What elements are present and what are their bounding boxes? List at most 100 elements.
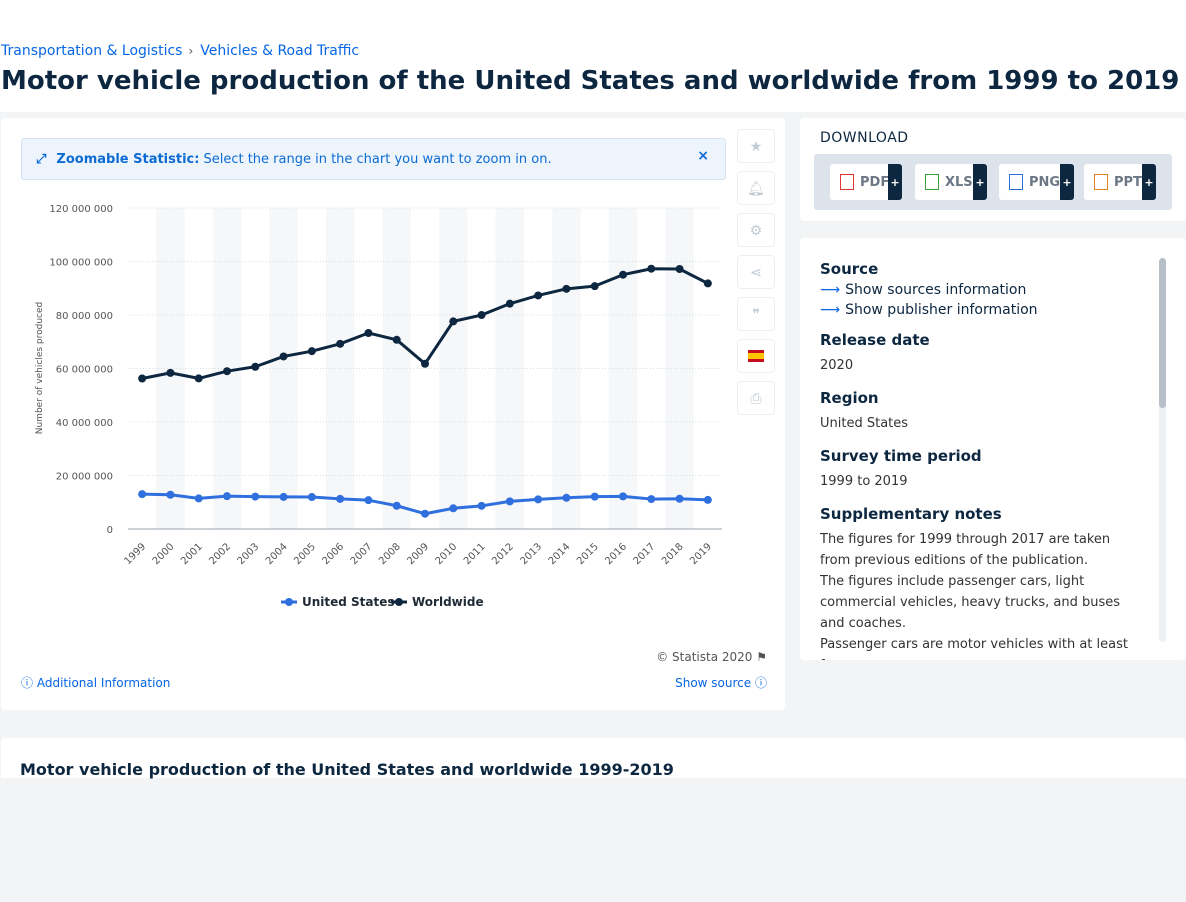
data-point xyxy=(307,347,316,356)
breadcrumb-link-transportation[interactable]: Transportation & Logistics xyxy=(1,43,183,59)
download-png-button[interactable]: PNG + xyxy=(999,164,1074,200)
data-point xyxy=(138,490,147,499)
region-value: United States xyxy=(820,416,909,431)
x-tick-label: 2015 xyxy=(575,541,601,567)
download-xls-button[interactable]: XLS + xyxy=(915,164,987,200)
survey-period-heading: Survey time period xyxy=(820,447,982,465)
data-table-card: Motor vehicle production of the United S… xyxy=(1,738,1186,779)
download-png-label: PNG xyxy=(1029,174,1061,190)
cite-button[interactable]: ❞ xyxy=(738,298,774,330)
data-point xyxy=(647,264,656,273)
data-point xyxy=(703,495,712,504)
language-button[interactable] xyxy=(738,340,774,372)
data-point xyxy=(562,284,571,293)
data-point xyxy=(562,493,571,502)
show-source-link[interactable]: Show source ⓘ xyxy=(675,674,767,691)
plus-icon: + xyxy=(888,164,902,200)
download-pdf-label: PDF xyxy=(860,174,890,190)
scrollbar-thumb[interactable] xyxy=(1159,258,1166,408)
data-point xyxy=(336,494,345,503)
data-point xyxy=(364,329,373,338)
quote-icon: ❞ xyxy=(752,305,760,322)
additional-info-label: Additional Information xyxy=(36,676,171,690)
xls-file-icon xyxy=(925,174,939,190)
chart-toolbar: ★ 🔔︎ ⚙ ⋖ ❞ ⎙ xyxy=(738,130,774,424)
show-publisher-label: Show publisher information xyxy=(845,302,1038,318)
flag-icon[interactable]: ⚑ xyxy=(756,650,767,664)
breadcrumb-separator: › xyxy=(188,44,194,58)
settings-button[interactable]: ⚙ xyxy=(738,214,774,246)
plus-icon: + xyxy=(973,164,987,200)
show-sources-link[interactable]: ⟶ Show sources information xyxy=(820,282,1138,298)
x-tick-label: 2019 xyxy=(688,541,714,567)
info-scrollbar[interactable] xyxy=(1159,258,1166,642)
x-tick-label: 1999 xyxy=(122,541,148,567)
png-file-icon xyxy=(1009,174,1023,190)
zoom-banner: ⤢ Zoomable Statistic: Select the range i… xyxy=(21,138,726,180)
x-tick-label: 2006 xyxy=(320,541,346,567)
x-tick-label: 2004 xyxy=(264,541,290,567)
x-tick-label: 2017 xyxy=(632,541,658,567)
region-heading: Region xyxy=(820,389,879,407)
data-point xyxy=(505,497,514,506)
plus-icon: + xyxy=(1060,164,1074,200)
legend-label: Worldwide xyxy=(412,595,484,609)
show-publisher-link[interactable]: ⟶ Show publisher information xyxy=(820,302,1138,318)
download-xls-label: XLS xyxy=(945,174,973,190)
source-heading: Source xyxy=(820,260,879,278)
data-point xyxy=(194,494,203,503)
data-point xyxy=(251,492,260,501)
ppt-file-icon xyxy=(1094,174,1108,190)
data-point xyxy=(307,493,316,502)
data-point xyxy=(619,270,627,279)
close-icon[interactable]: × xyxy=(697,148,709,164)
x-tick-label: 2005 xyxy=(292,541,318,567)
y-tick-label: 40 000 000 xyxy=(56,418,113,429)
data-point xyxy=(590,282,599,291)
data-point xyxy=(449,504,458,513)
copyright: © Statista 2020 ⚑ xyxy=(656,650,767,664)
page-title: Motor vehicle production of the United S… xyxy=(1,66,1180,96)
favorite-button[interactable]: ★ xyxy=(738,130,774,162)
x-tick-label: 2012 xyxy=(490,541,516,567)
print-button[interactable]: ⎙ xyxy=(738,382,774,414)
arrow-right-icon: ⟶ xyxy=(820,302,841,318)
y-tick-label: 20 000 000 xyxy=(56,472,113,483)
y-tick-label: 100 000 000 xyxy=(49,258,113,269)
y-tick-label: 120 000 000 xyxy=(49,204,113,215)
data-point xyxy=(336,339,345,348)
breadcrumb: Transportation & Logistics › Vehicles & … xyxy=(1,43,359,59)
data-point xyxy=(590,492,599,501)
plot-band xyxy=(269,208,298,529)
pdf-file-icon xyxy=(840,174,854,190)
additional-info-link[interactable]: ⓘ Additional Information xyxy=(21,674,170,691)
line-chart[interactable]: 0 20 000 000 40 000 000 60 000 000 80 000 00… xyxy=(1,196,736,616)
data-point xyxy=(392,335,401,344)
table-title: Motor vehicle production of the United S… xyxy=(20,760,674,779)
data-point xyxy=(421,359,429,368)
supplementary-notes-heading: Supplementary notes xyxy=(820,505,1002,523)
download-pdf-button[interactable]: PDF + xyxy=(830,164,902,200)
data-point xyxy=(675,494,684,503)
share-icon: ⋖ xyxy=(750,263,762,280)
x-tick-label: 2002 xyxy=(207,541,233,567)
data-point xyxy=(279,492,288,501)
x-tick-label: 2000 xyxy=(151,541,177,567)
notification-button[interactable]: 🔔︎ xyxy=(738,172,774,204)
release-date-value: 2020 xyxy=(820,358,854,373)
zoom-banner-text: Select the range in the chart you want t… xyxy=(203,151,552,167)
data-point xyxy=(223,367,231,376)
data-point xyxy=(449,317,458,326)
plot-band xyxy=(382,208,411,529)
data-point xyxy=(364,496,373,505)
x-tick-label: 2014 xyxy=(547,541,573,567)
y-tick-label: 60 000 000 xyxy=(56,365,113,376)
survey-period-value: 1999 to 2019 xyxy=(820,474,908,489)
breadcrumb-link-vehicles[interactable]: Vehicles & Road Traffic xyxy=(200,43,360,59)
x-tick-label: 2008 xyxy=(377,541,403,567)
download-ppt-button[interactable]: PPT + xyxy=(1084,164,1156,200)
star-icon: ★ xyxy=(749,137,763,154)
chart-card: ⤢ Zoomable Statistic: Select the range i… xyxy=(1,118,785,710)
share-button[interactable]: ⋖ xyxy=(738,256,774,288)
y-axis-label: Number of vehicles produced xyxy=(35,302,45,435)
